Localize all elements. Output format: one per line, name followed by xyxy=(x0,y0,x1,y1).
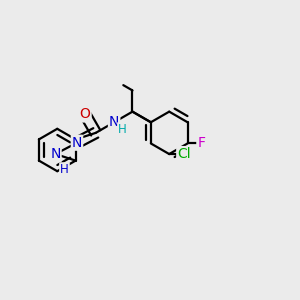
Text: N: N xyxy=(109,115,119,129)
Text: O: O xyxy=(80,107,91,122)
Text: H: H xyxy=(60,163,69,176)
Text: N: N xyxy=(72,136,82,150)
Text: H: H xyxy=(118,123,127,136)
Text: Cl: Cl xyxy=(177,147,191,161)
Text: N: N xyxy=(50,147,61,161)
Text: F: F xyxy=(197,136,206,150)
